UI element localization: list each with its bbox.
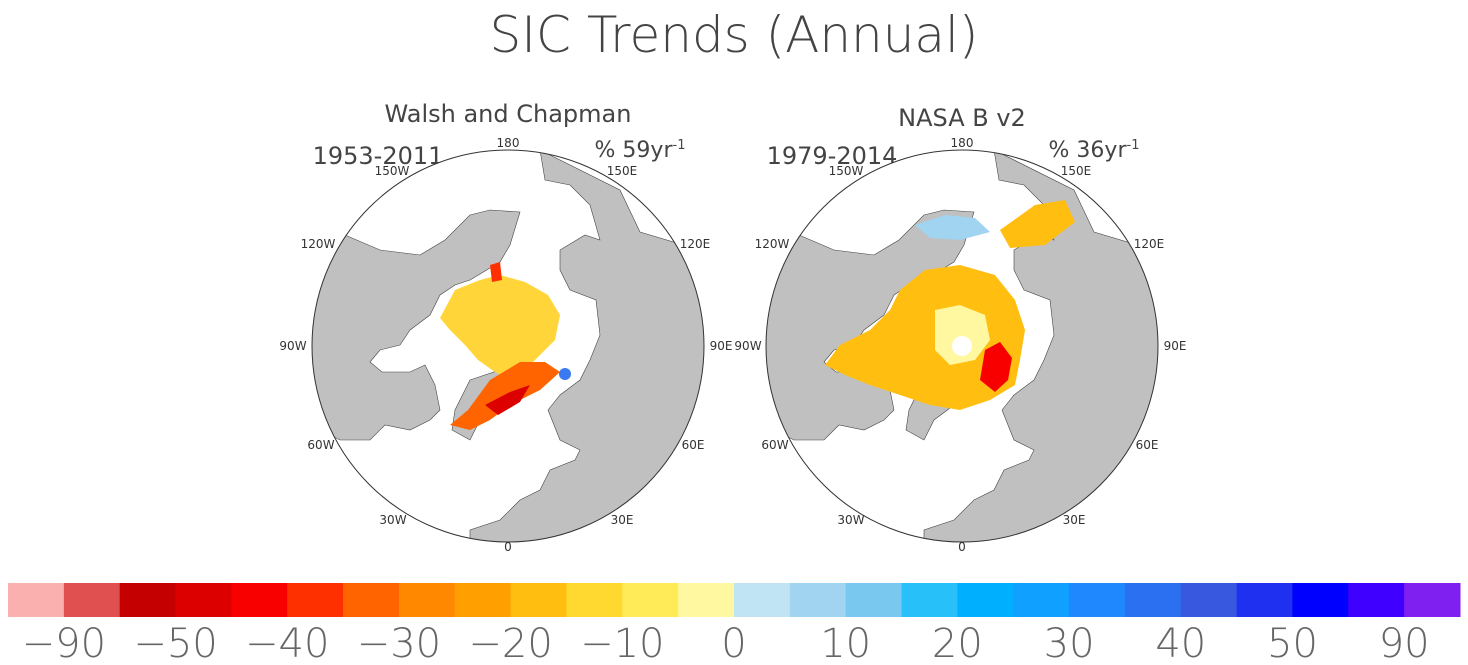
trend-field-cap [490, 262, 502, 282]
colorbar-tick-label: −50 [133, 621, 217, 665]
colorbar-swatch [1292, 583, 1349, 617]
colorbar-swatch [1013, 583, 1070, 617]
colorbar-labels: −90 −50 −40 −30 −20 −10 0 10 20 30 40 50 90 [22, 621, 1430, 665]
colorbar-swatch [845, 583, 903, 617]
colorbar-swatch [343, 583, 400, 617]
units-exponent: -1 [673, 138, 686, 153]
colorbar-swatch [175, 583, 232, 617]
colorbar-swatch [566, 583, 623, 617]
lon-label: 90W [279, 339, 306, 353]
lon-label: 120E [680, 237, 711, 251]
landmass-north-america [312, 209, 521, 441]
colorbar-tick-label: −40 [245, 621, 329, 665]
lon-label: 150W [829, 164, 864, 178]
lon-label: 60E [1136, 438, 1159, 452]
colorbar-tick-label: 40 [1155, 621, 1206, 665]
colorbar-tick-label: 50 [1267, 621, 1318, 665]
colorbar-swatch [63, 583, 121, 617]
landmass-eurasia [469, 150, 704, 542]
lon-label: 120W [755, 237, 790, 251]
panel-period: 1979-2014 [767, 142, 898, 170]
trend-field-positive [915, 215, 990, 240]
colorbar-tick-label: −30 [357, 621, 441, 665]
panel-nasa-b-v2: NASA B v2 1979-2014 % 36yr-1 180 15 [734, 104, 1186, 554]
colorbar-swatch [622, 583, 679, 617]
lon-label: 120E [1134, 237, 1165, 251]
map-body [312, 150, 704, 542]
lon-label: 30E [1063, 513, 1086, 527]
map-body [766, 150, 1158, 542]
colorbar-swatch [901, 583, 958, 617]
lon-label: 180 [951, 136, 974, 150]
colorbar-swatch [398, 583, 456, 617]
colorbar-swatch [510, 583, 567, 617]
colorbar-swatch [119, 583, 177, 617]
trend-field-strong [980, 342, 1012, 392]
lon-label: 120W [301, 237, 336, 251]
colorbar-swatch [678, 583, 735, 617]
panel-title: Walsh and Chapman [385, 100, 632, 128]
colorbar-swatch [1236, 583, 1293, 617]
map-boundary [311, 149, 705, 543]
trend-field-positive [559, 368, 571, 380]
colorbar-swatch [1069, 583, 1126, 617]
lon-label: 150E [1061, 164, 1092, 178]
lon-label: 30E [611, 513, 634, 527]
trend-field-strong [1000, 200, 1075, 248]
panel-units: % 59yr-1 [595, 138, 686, 163]
colorbar-swatch [1404, 583, 1461, 617]
lon-label: 90E [710, 339, 733, 353]
longitude-labels: 180 150W 150E 120W 120E 90W 90E 60W 60E … [734, 136, 1186, 554]
lon-label: 30W [837, 513, 864, 527]
colorbar-swatch [231, 583, 288, 617]
colorbar-tick-label: 0 [721, 621, 746, 665]
lon-label: 0 [504, 540, 512, 554]
colorbar-tick-label: −20 [468, 621, 552, 665]
colorbar-tick-label: 90 [1379, 621, 1430, 665]
lon-label: 30W [379, 513, 406, 527]
polar-map [311, 149, 705, 543]
panel-units: % 36yr-1 [1049, 138, 1140, 163]
colorbar-swatch [454, 583, 512, 617]
panel-walsh-chapman: Walsh and Chapman 1953-2011 % 59yr-1 [279, 100, 732, 554]
colorbar-swatch [957, 583, 1014, 617]
lon-label: 60W [307, 438, 334, 452]
colorbar-swatch [1348, 583, 1405, 617]
lon-label: 0 [958, 540, 966, 554]
lon-label: 180 [497, 136, 520, 150]
colorbar-tick-label: 20 [932, 621, 983, 665]
trend-field-weak [935, 305, 990, 365]
trend-field [825, 265, 1025, 410]
colorbar-tick-label: −90 [22, 621, 106, 665]
trend-field [440, 275, 560, 380]
panel-period: 1953-2011 [313, 142, 444, 170]
colorbar-tick-label: 10 [820, 621, 871, 665]
map-boundary [765, 149, 1159, 543]
colorbar [8, 583, 1461, 617]
trend-field-center [952, 336, 972, 356]
units-exponent: -1 [1127, 138, 1140, 153]
polar-map [765, 149, 1159, 543]
lon-label: 150E [607, 164, 638, 178]
lon-label: 90W [734, 339, 761, 353]
lon-label: 60E [682, 438, 705, 452]
colorbar-tick-label: 30 [1044, 621, 1095, 665]
colorbar-swatch [734, 583, 791, 617]
units-base: % 59yr [595, 138, 674, 163]
colorbar-swatch [8, 583, 65, 617]
colorbar-swatch [789, 583, 847, 617]
colorbar-tick-label: −10 [580, 621, 664, 665]
colorbar-swatch [1180, 583, 1238, 617]
colorbar-swatch [287, 583, 344, 617]
units-base: % 36yr [1049, 138, 1128, 163]
colorbar-swatch [1124, 583, 1182, 617]
longitude-labels: 180 150W 150E 120W 120E 90W 90E 60W 60E … [279, 136, 732, 554]
panel-title: NASA B v2 [898, 104, 1026, 132]
lon-label: 60W [761, 438, 788, 452]
lon-label: 90E [1164, 339, 1187, 353]
figure-title: SIC Trends (Annual) [490, 6, 979, 64]
lon-label: 150W [375, 164, 410, 178]
trend-field-max [485, 385, 530, 415]
